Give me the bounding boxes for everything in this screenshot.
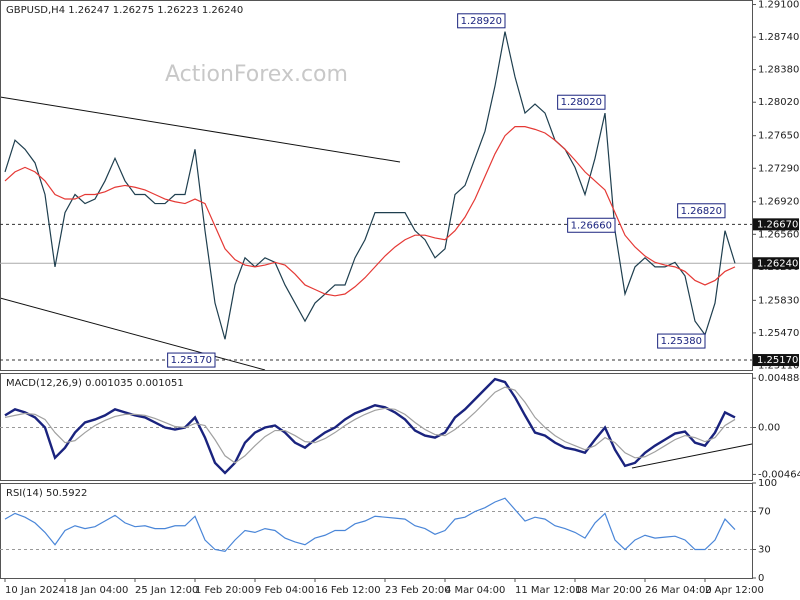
x-tick-label: 23 Feb 20:00 [385,585,451,596]
marker-label: 1.26240 [757,258,798,269]
y-tick-label: 30 [758,545,771,556]
x-tick-label: 10 Jan 2024 [5,585,65,596]
series-line [4,386,736,464]
y-tick-label: 1.27650 [758,131,799,142]
x-tick-label: 1 Feb 20:00 [195,585,254,596]
annotation-box [657,333,706,349]
x-tick-label: 2 Apr 12:00 [705,585,764,596]
panel-frame [0,483,753,579]
trend-line [0,96,401,163]
series-line [4,377,736,475]
annotation-label: 1.26820 [681,206,722,217]
series-line [4,126,736,297]
series-line [4,31,736,340]
x-tick-label: 26 Mar 04:00 [645,585,712,596]
marker-label-box [753,257,799,270]
y-tick-label: 1.28740 [758,32,799,43]
annotation-label: 1.25380 [661,336,702,347]
annotation-label: 1.26660 [571,220,612,231]
annotation-box [167,352,216,368]
y-tick-label: 1.28020 [758,97,799,108]
annotation-label: 1.25170 [171,355,212,366]
annotation-label: 1.28920 [461,16,502,27]
y-tick-label: 1.25830 [758,295,799,306]
y-tick-label: 0 [758,573,764,584]
panel-title: MACD(12,26,9) 0.001035 0.001051 [6,378,184,389]
annotation-box [557,94,606,110]
x-tick-label: 9 Feb 04:00 [255,585,314,596]
marker-label: 1.26670 [757,219,798,230]
y-tick-label: 100 [758,478,777,489]
y-tick-label: 0.004884 [758,373,800,384]
annotation-box [677,203,726,219]
x-tick-label: 18 Mar 20:00 [575,585,642,596]
panel-frame [0,0,753,371]
y-tick-label: 1.28380 [758,65,799,76]
x-tick-label: 25 Jan 12:00 [135,585,198,596]
x-tick-label: 16 Feb 12:00 [315,585,381,596]
y-tick-label: 70 [758,507,771,518]
panel-frame [0,373,753,481]
y-tick-label: 0.00 [758,423,780,434]
y-tick-label: 1.29100 [758,0,799,11]
watermark: ActionForex.com [165,62,348,87]
marker-label-box [753,218,799,231]
x-tick-label: 11 Mar 12:00 [515,585,582,596]
trend-line [0,297,266,371]
annotation-label: 1.28020 [561,97,602,108]
marker-label: 1.25170 [757,355,798,366]
annotation-box [567,217,616,233]
x-tick-label: 4 Mar 04:00 [445,585,505,596]
annotation-box [457,13,506,29]
series-line [4,497,736,553]
marker-label-box [753,354,799,367]
panel-title: GBPUSD,H4 1.26247 1.26275 1.26223 1.2624… [6,5,243,16]
x-tick-label: 18 Jan 04:00 [65,585,128,596]
y-tick-label: 1.25470 [758,328,799,339]
trend-line [631,443,753,469]
y-tick-label: 1.26920 [758,197,799,208]
y-tick-label: 1.27290 [758,163,799,174]
y-tick-label: 1.26560 [758,229,799,240]
panel-title: RSI(14) 50.5922 [6,488,87,499]
y-tick-label: -0.004645 [758,469,800,480]
